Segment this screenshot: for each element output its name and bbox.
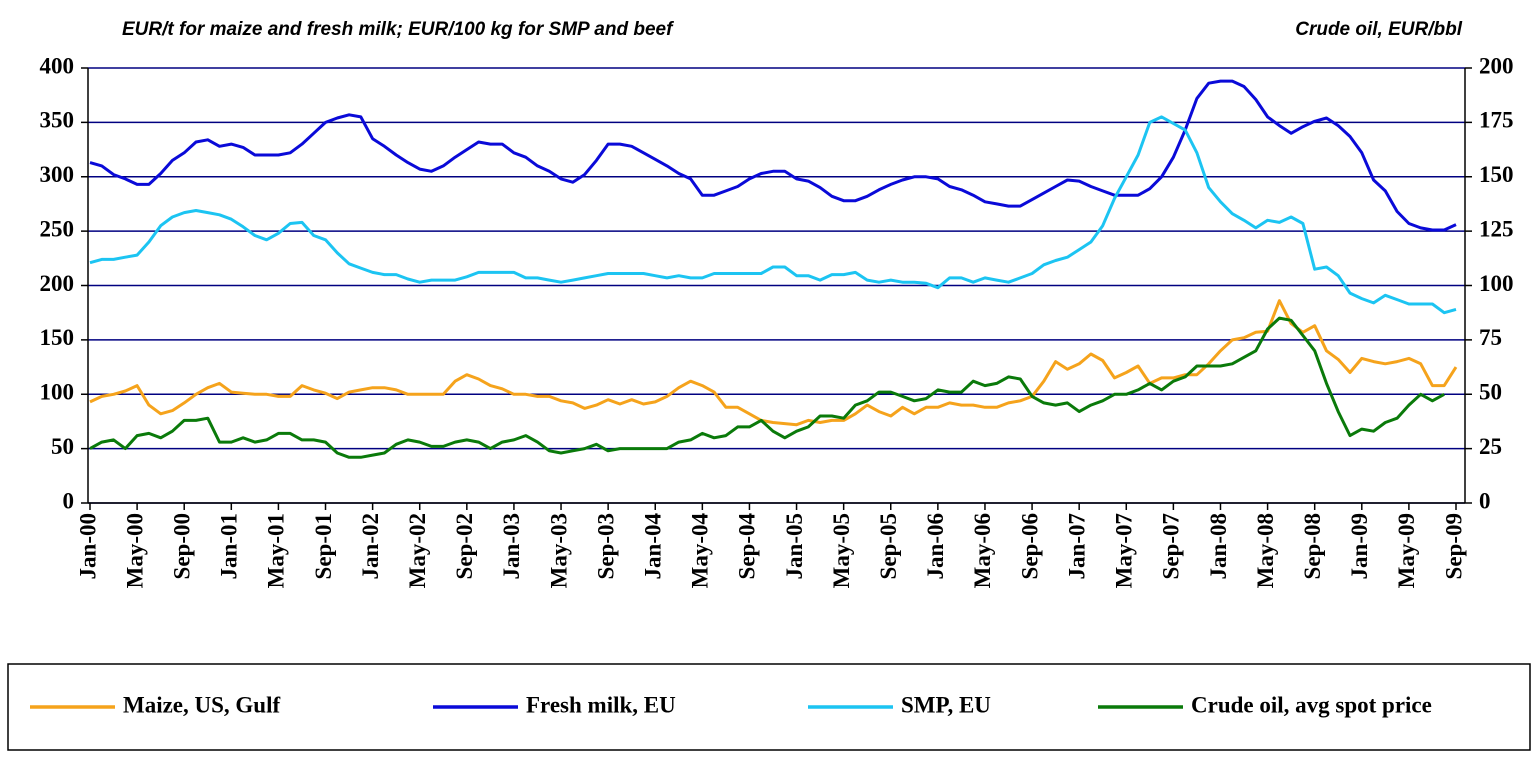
right-axis-label: Crude oil, EUR/bbl [1295,19,1463,40]
y2-tick-label: 75 [1479,325,1502,350]
legend-box [7,663,1531,751]
legend-label: Maize, US, Gulf [123,692,280,717]
x-tick-label: May-09 [1394,513,1419,588]
x-tick-label: Jan-04 [641,513,666,580]
y-tick-label: 250 [40,216,75,241]
legend-label: SMP, EU [901,692,991,717]
x-tick-label: May-05 [829,513,854,588]
y2-tick-label: 50 [1479,380,1502,405]
y2-tick-label: 175 [1479,108,1514,133]
x-tick-label: Sep-08 [1300,513,1325,579]
y-tick-label: 400 [40,53,75,78]
x-tick-label: Sep-06 [1017,513,1042,579]
x-tick-label: Sep-01 [311,513,336,579]
x-tick-label: May-02 [405,513,430,588]
left-axis-label: EUR/t for maize and fresh milk; EUR/100 … [122,19,674,40]
y2-tick-label: 100 [1479,271,1514,296]
x-tick-label: Sep-05 [876,513,901,579]
y-tick-label: 50 [51,434,74,459]
legend-label: Crude oil, avg spot price [1191,692,1432,717]
x-tick-label: Sep-00 [169,513,194,579]
series-line [89,299,1458,427]
x-tick-label: Jan-01 [217,513,242,579]
y-tick-label: 200 [40,271,75,296]
x-tick-label: Jan-00 [75,513,100,579]
x-tick-label: Sep-02 [452,513,477,579]
x-tick-label: Jan-03 [499,513,524,579]
x-tick-label: Sep-03 [593,513,618,579]
y2-tick-label: 0 [1479,488,1491,513]
y2-tick-label: 200 [1479,53,1514,78]
y-tick-label: 300 [40,162,75,187]
x-tick-label: May-03 [546,513,571,588]
x-tick-label: May-07 [1112,513,1137,588]
x-tick-label: May-00 [122,513,147,588]
y2-tick-label: 25 [1479,434,1502,459]
x-tick-label: Jan-09 [1347,513,1372,579]
x-tick-label: Jan-07 [1064,513,1089,579]
y-tick-label: 0 [63,488,75,513]
series-line [89,316,1445,459]
x-tick-label: Jan-08 [1206,513,1231,579]
x-tick-label: May-06 [970,513,995,588]
x-tick-label: May-01 [264,513,289,588]
x-tick-label: Jan-05 [782,513,807,579]
x-tick-label: May-08 [1253,513,1278,588]
x-tick-label: Sep-09 [1441,513,1466,579]
x-tick-label: Jan-06 [923,513,948,579]
x-tick-label: Sep-04 [735,513,760,580]
x-tick-label: Jan-02 [358,513,383,579]
series-line [89,79,1457,232]
y2-tick-label: 125 [1479,216,1514,241]
y-tick-label: 150 [40,325,75,350]
x-tick-label: May-04 [688,513,713,589]
y-tick-label: 100 [40,380,75,405]
legend-label: Fresh milk, EU [526,692,676,717]
series-line [89,115,1457,315]
x-tick-label: Sep-07 [1159,513,1184,579]
y-tick-label: 350 [40,108,75,133]
y2-tick-label: 150 [1479,162,1514,187]
